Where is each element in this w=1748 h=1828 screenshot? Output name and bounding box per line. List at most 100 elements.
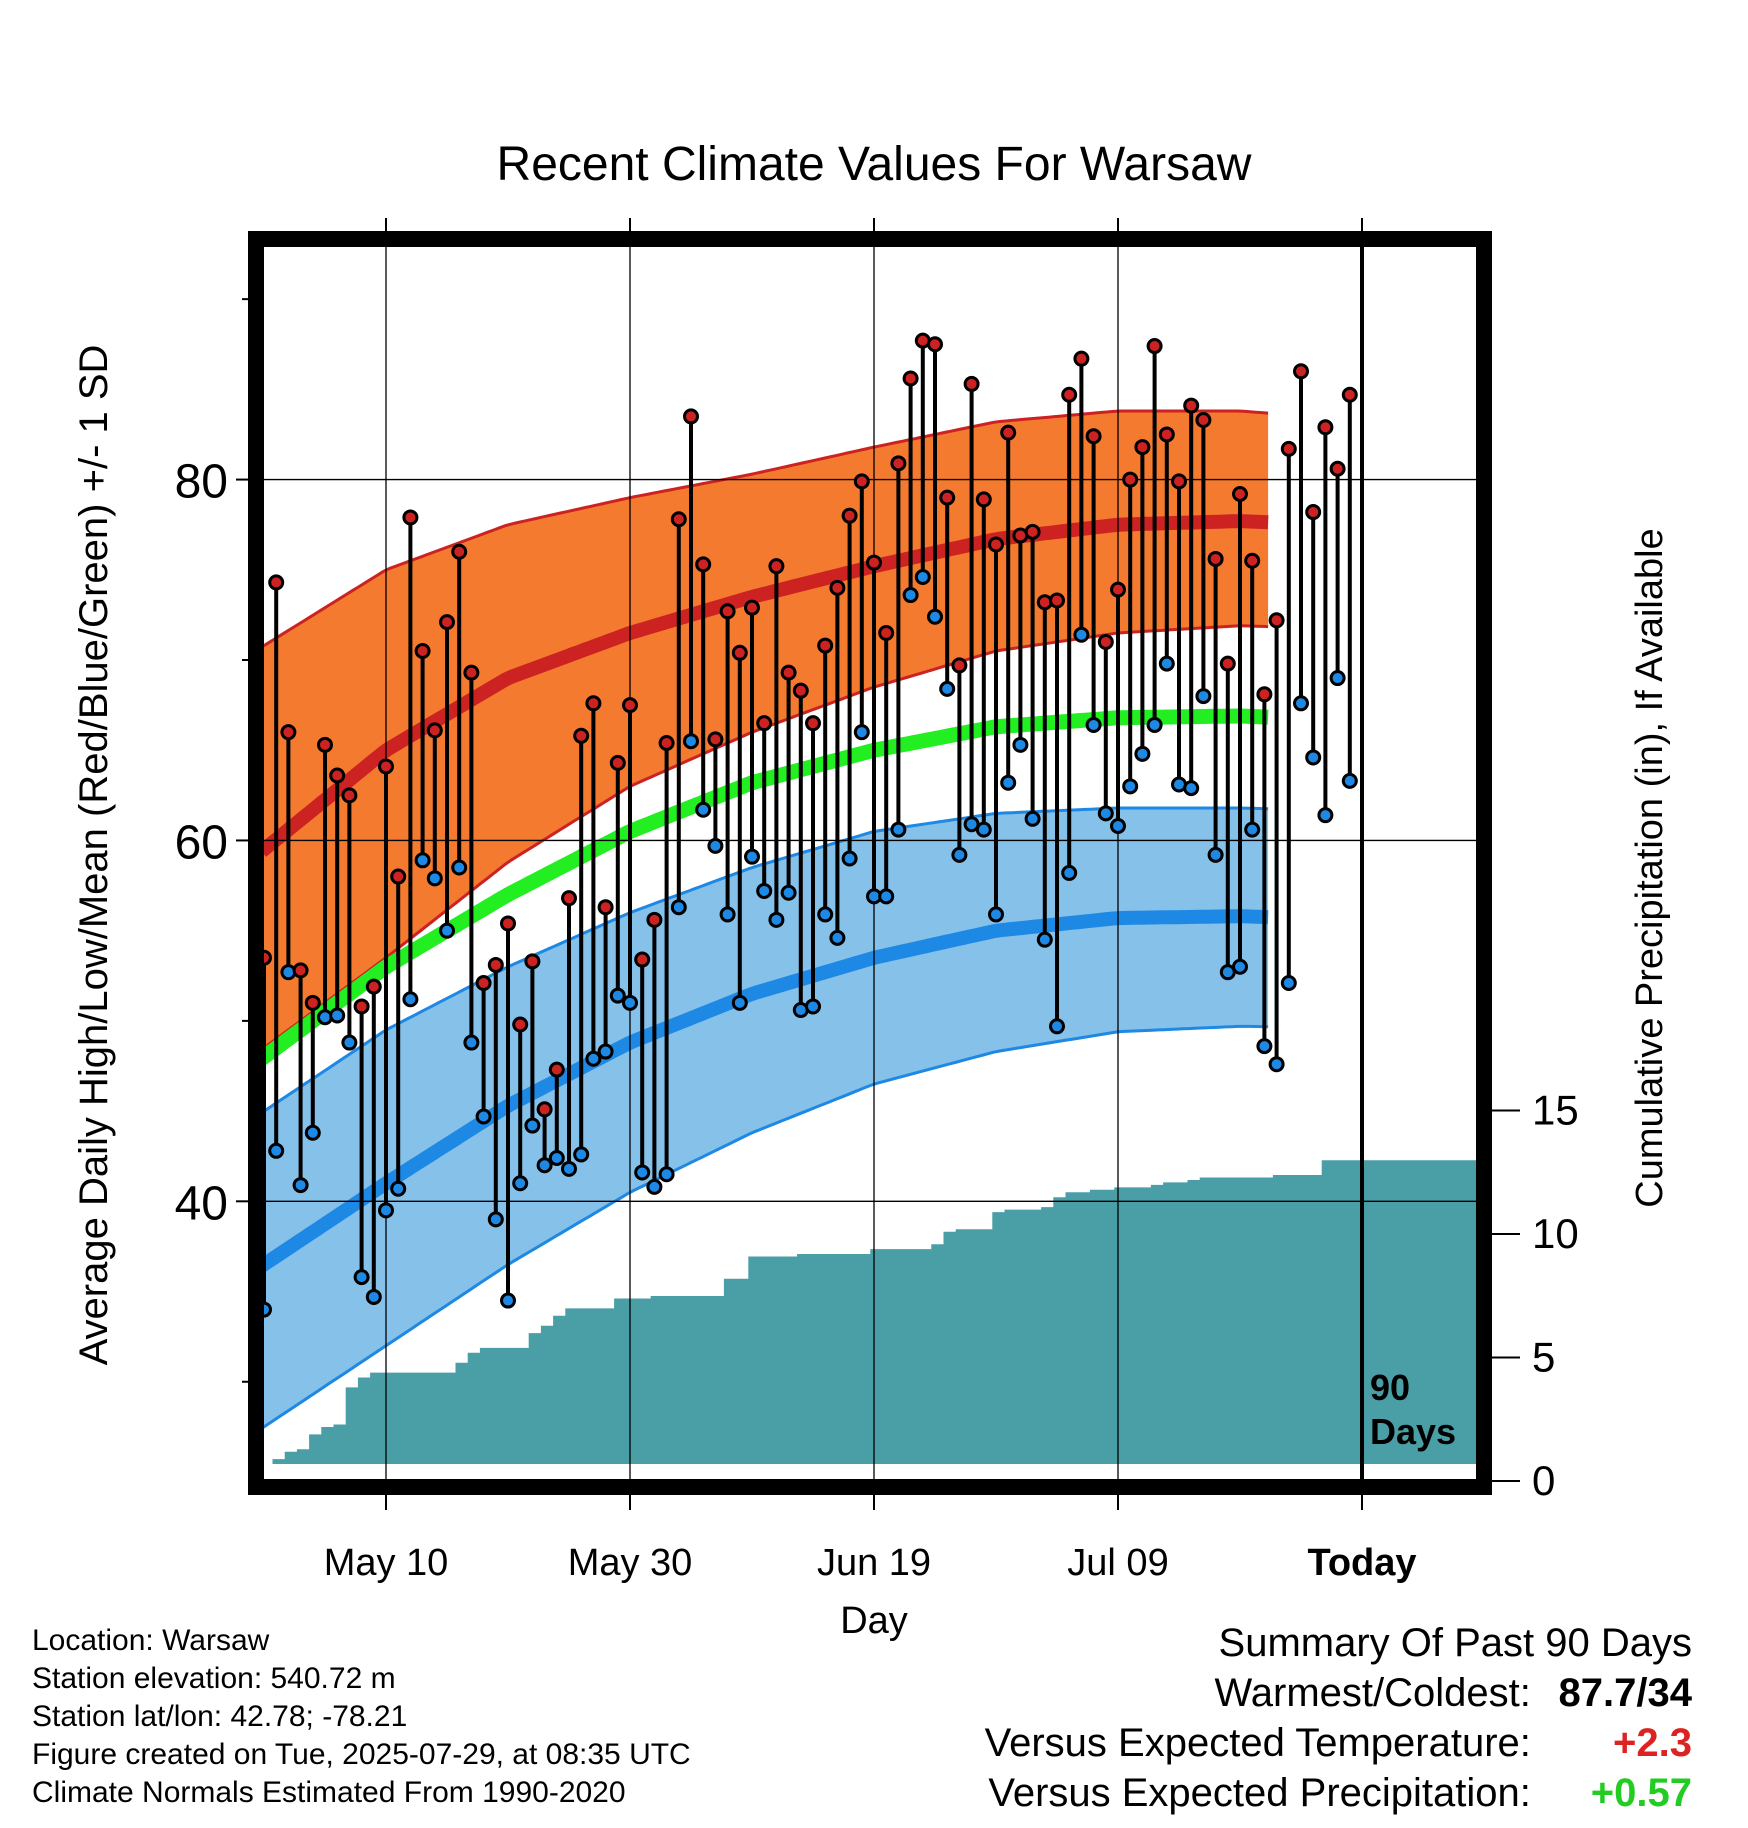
daily-high-point — [573, 727, 590, 744]
daily-high-point — [402, 509, 419, 526]
daily-low-point — [634, 1164, 651, 1181]
y2-tick-label: 10 — [1532, 1210, 1579, 1257]
daily-high-point — [1134, 439, 1151, 456]
daily-high-point — [585, 695, 602, 712]
daily-high-point — [963, 375, 980, 392]
daily-high-point — [1293, 363, 1309, 380]
daily-high-point — [670, 511, 687, 528]
daily-low-point — [1268, 1056, 1285, 1073]
y-tick-label: 60 — [175, 816, 228, 869]
daily-high-point — [317, 736, 333, 753]
daily-high-point — [1329, 460, 1346, 477]
daily-high-point — [1256, 686, 1273, 703]
daily-low-point — [853, 724, 870, 741]
daily-high-point — [536, 1101, 553, 1118]
daily-high-point — [463, 664, 480, 681]
daily-low-point — [609, 987, 626, 1004]
daily-low-point — [1305, 749, 1322, 766]
daily-high-point — [1122, 471, 1139, 488]
daily-low-point — [536, 1157, 553, 1174]
daily-high-point — [695, 556, 712, 573]
daily-high-point — [1146, 338, 1163, 355]
daily-low-point — [1073, 626, 1090, 643]
daily-low-point — [1244, 821, 1261, 838]
warmest-coldest-row: Warmest/Coldest: 87.7/34 — [985, 1668, 1693, 1718]
daily-low-point — [1317, 807, 1334, 824]
daily-high-point — [268, 574, 285, 591]
y-axis-label: Average Daily High/Low/Mean (Red/Blue/Gr… — [72, 345, 116, 1366]
daily-high-point — [304, 994, 321, 1011]
daily-low-point — [768, 911, 785, 928]
daily-low-point — [1146, 716, 1163, 733]
daily-high-point — [378, 758, 394, 775]
daily-low-point — [463, 1034, 480, 1051]
daily-low-point — [1158, 655, 1175, 672]
daily-high-point — [1073, 350, 1090, 367]
daily-high-point — [353, 998, 370, 1015]
daily-low-point — [390, 1180, 407, 1197]
daily-high-point — [597, 899, 614, 916]
daily-high-point — [731, 644, 748, 661]
daily-low-point — [1195, 688, 1212, 705]
daily-low-point — [475, 1108, 492, 1125]
daily-low-point — [1000, 774, 1017, 791]
daily-high-point — [500, 915, 516, 932]
daily-high-point — [975, 491, 992, 508]
daily-low-point — [402, 991, 419, 1008]
high-sd-band — [262, 411, 1269, 1050]
daily-high-point — [646, 911, 663, 928]
daily-low-point — [378, 1202, 394, 1219]
y2-tick-label: 15 — [1532, 1087, 1579, 1134]
daily-low-point — [1097, 805, 1114, 822]
daily-high-point — [707, 731, 724, 748]
x-tick-label: May 10 — [324, 1542, 449, 1584]
warmest-coldest-value: 87.7/34 — [1558, 1671, 1692, 1715]
y-tick-label: 40 — [175, 1177, 228, 1230]
daily-high-point — [951, 657, 968, 674]
daily-low-point — [414, 852, 431, 869]
daily-high-point — [1305, 504, 1322, 521]
y2-tick-label: 5 — [1532, 1334, 1555, 1381]
daily-low-point — [292, 1177, 309, 1194]
daily-low-point — [524, 1117, 541, 1134]
summary-panel: Summary Of Past 90 Days Warmest/Coldest:… — [985, 1618, 1692, 1818]
daily-low-point — [914, 569, 931, 586]
daily-high-point — [1000, 424, 1017, 441]
daily-low-point — [329, 1007, 346, 1024]
daily-high-point — [329, 767, 346, 784]
precip-area — [272, 1160, 1478, 1464]
station-info: Location: Warsaw Station elevation: 540.… — [32, 1622, 691, 1812]
daily-high-point — [1158, 426, 1175, 443]
x-tick-label: Jul 09 — [1067, 1542, 1168, 1584]
daily-low-point — [365, 1288, 382, 1305]
daily-high-point — [475, 974, 492, 991]
daily-low-point — [731, 994, 748, 1011]
daily-high-point — [1061, 386, 1078, 403]
daily-low-point — [500, 1292, 516, 1309]
daily-low-point — [1207, 846, 1224, 863]
daily-high-point — [1049, 592, 1065, 609]
daily-high-point — [1110, 581, 1126, 598]
daily-high-point — [1085, 428, 1102, 445]
latlon-text: Station lat/lon: 42.78; -78.21 — [32, 1700, 408, 1733]
daily-low-point — [353, 1269, 370, 1286]
daily-high-point — [1195, 412, 1212, 429]
plot-frame — [248, 231, 1492, 1495]
daily-high-point — [561, 890, 577, 907]
precip-anomaly-value: +0.57 — [1590, 1771, 1692, 1815]
daily-low-point — [1024, 810, 1041, 827]
daily-high-point — [622, 697, 638, 714]
daily-low-point — [756, 882, 773, 899]
daily-high-point — [1317, 419, 1334, 436]
daily-low-point — [780, 884, 797, 901]
daily-high-point — [1207, 550, 1224, 567]
daily-high-point — [683, 408, 699, 425]
daily-low-point — [1256, 1038, 1273, 1055]
daily-high-point — [426, 722, 443, 739]
daily-high-point — [280, 724, 297, 741]
y-tick-label: 80 — [175, 456, 228, 509]
daily-high-point — [341, 787, 358, 804]
summary-heading: Summary Of Past 90 Days — [1218, 1621, 1692, 1665]
